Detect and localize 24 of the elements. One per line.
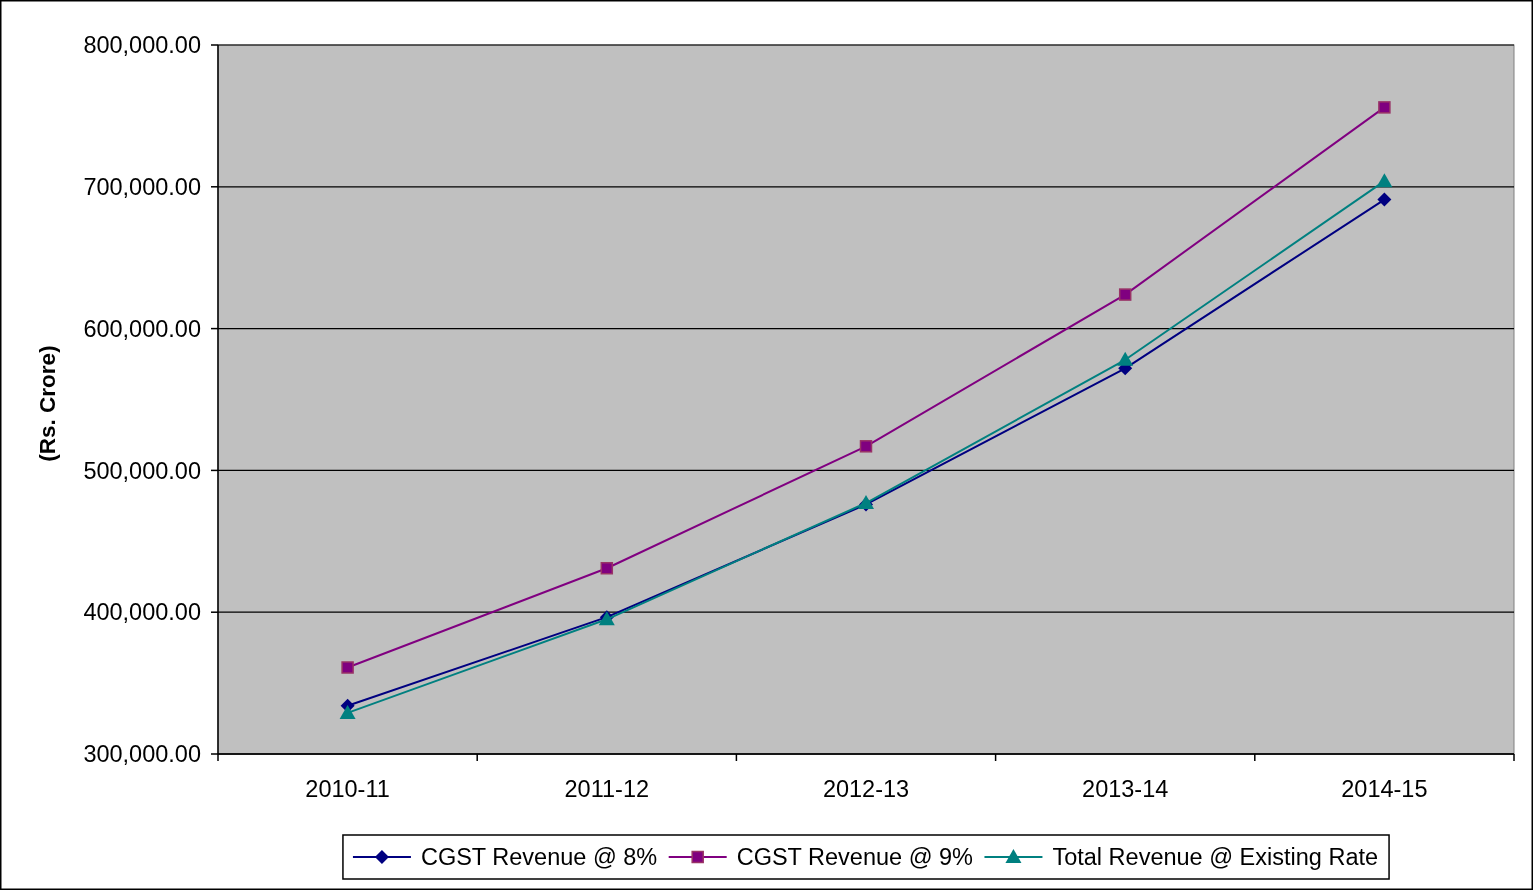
x-tick-label: 2010-11 bbox=[305, 776, 390, 802]
y-tick-label: 400,000.00 bbox=[83, 599, 201, 626]
y-tick-label: 800,000.00 bbox=[83, 32, 201, 59]
y-tick-label: 500,000.00 bbox=[83, 457, 201, 484]
point bbox=[600, 561, 614, 575]
point bbox=[859, 440, 873, 453]
y-tick-label: 300,000.00 bbox=[83, 741, 201, 768]
point bbox=[1377, 192, 1392, 207]
x-tick-label: 2013-14 bbox=[1082, 776, 1169, 802]
point bbox=[1376, 173, 1393, 188]
legend-label: Total Revenue @ Existing Rate bbox=[1052, 844, 1379, 871]
x-tick-label: 2012-13 bbox=[822, 776, 910, 802]
point bbox=[1378, 101, 1391, 114]
point bbox=[1118, 288, 1132, 301]
y-tick-label: 600,000.00 bbox=[83, 315, 201, 342]
x-tick-label: 2014-15 bbox=[1341, 776, 1428, 802]
point bbox=[341, 661, 354, 674]
y-axis-title: (Rs. Crore) bbox=[35, 345, 60, 462]
legend-label: CGST Revenue @ 9% bbox=[736, 844, 974, 871]
y-tick-label: 700,000.00 bbox=[83, 174, 201, 201]
x-tick-label: 2011-12 bbox=[564, 776, 650, 802]
legend-label: CGST Revenue @ 8% bbox=[420, 844, 658, 871]
point bbox=[339, 704, 356, 719]
point bbox=[1117, 351, 1134, 366]
